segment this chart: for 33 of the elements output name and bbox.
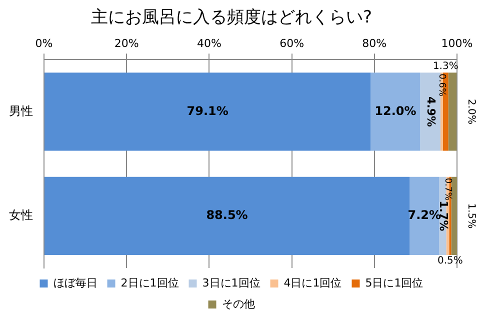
x-tick-label: 20%	[114, 36, 139, 50]
bar	[451, 176, 457, 255]
data-label: 1.5%	[465, 203, 476, 229]
data-label: 0.5%	[437, 256, 463, 267]
x-tick-label: 40%	[196, 36, 222, 50]
y-tick-label: 男性	[9, 104, 33, 118]
legend-label: 3日に1回位	[202, 276, 260, 290]
legend-label: 4日に1回位	[284, 276, 342, 290]
legend-label: その他	[222, 297, 255, 310]
bar	[44, 72, 371, 151]
bar	[420, 72, 440, 151]
data-label: 4.9%	[424, 96, 438, 127]
data-label: 2.0%	[465, 98, 476, 124]
legend-label: 5日に1回位	[365, 276, 424, 290]
data-label: 88.5%	[206, 208, 248, 222]
bar	[370, 72, 420, 151]
x-tick-label: 80%	[362, 36, 387, 50]
chart-title: 主にお風呂に入る頻度はどれくらい?	[90, 8, 372, 28]
data-label: 12.0%	[374, 104, 416, 118]
data-label: 0.6%	[436, 74, 446, 97]
data-label: 0.7%	[442, 178, 452, 202]
data-label: 7.2%	[408, 208, 442, 222]
data-label: 1.3%	[432, 61, 458, 72]
data-label: 79.1%	[186, 104, 228, 118]
legend-label: 2日に1回位	[120, 276, 179, 290]
bar	[410, 176, 440, 255]
x-tick-label: 60%	[280, 36, 304, 50]
bar	[448, 72, 457, 151]
x-tick-label: 0%	[35, 36, 53, 50]
bar	[44, 176, 410, 255]
x-tick-label: 100%	[441, 36, 473, 50]
legend-label: ほぼ毎日	[53, 276, 98, 290]
y-tick-label: 女性	[9, 208, 33, 222]
